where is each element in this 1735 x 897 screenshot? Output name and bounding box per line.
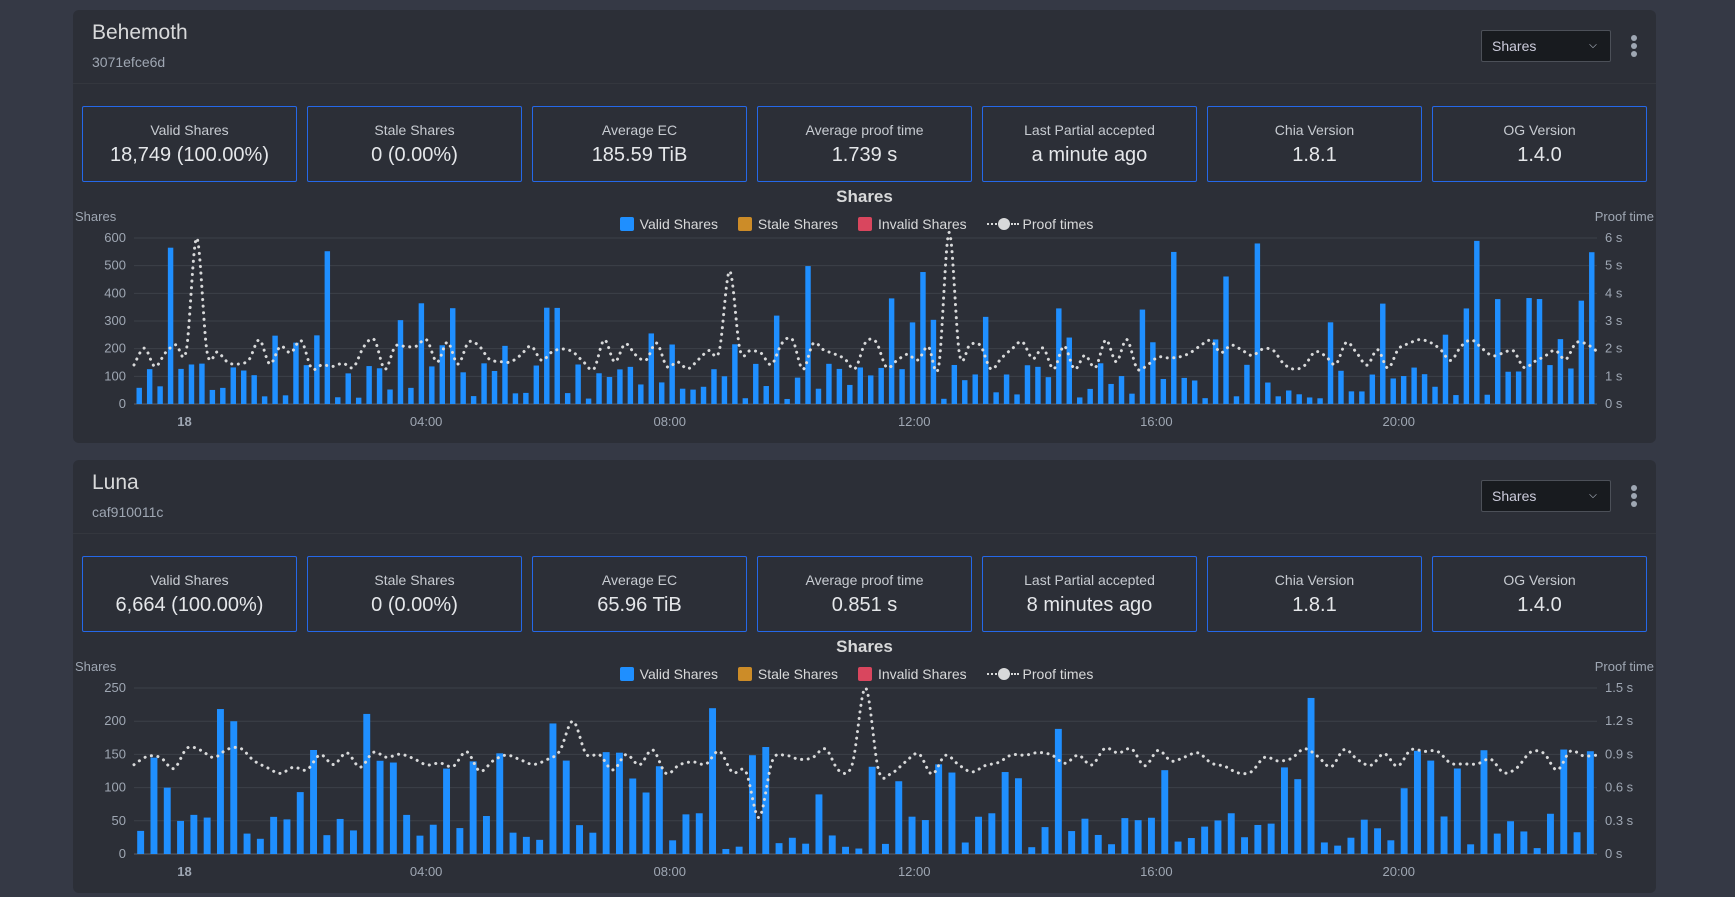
- svg-text:1.2 s: 1.2 s: [1605, 713, 1634, 728]
- svg-text:08:00: 08:00: [653, 864, 686, 879]
- svg-text:6 s: 6 s: [1605, 230, 1623, 245]
- svg-text:0.9 s: 0.9 s: [1605, 746, 1634, 761]
- svg-text:200: 200: [104, 713, 126, 728]
- svg-text:04:00: 04:00: [410, 414, 443, 429]
- svg-text:200: 200: [104, 341, 126, 356]
- svg-text:0: 0: [119, 846, 126, 861]
- svg-text:12:00: 12:00: [898, 864, 931, 879]
- svg-text:100: 100: [104, 780, 126, 795]
- svg-text:100: 100: [104, 368, 126, 383]
- svg-text:500: 500: [104, 258, 126, 273]
- svg-text:250: 250: [104, 680, 126, 695]
- svg-text:300: 300: [104, 313, 126, 328]
- svg-text:18: 18: [177, 864, 191, 879]
- svg-text:150: 150: [104, 746, 126, 761]
- svg-text:0: 0: [119, 396, 126, 411]
- svg-text:1.5 s: 1.5 s: [1605, 680, 1634, 695]
- svg-text:04:00: 04:00: [410, 864, 443, 879]
- svg-text:16:00: 16:00: [1140, 864, 1173, 879]
- svg-text:0 s: 0 s: [1605, 396, 1623, 411]
- svg-text:12:00: 12:00: [898, 414, 931, 429]
- svg-text:50: 50: [112, 813, 126, 828]
- svg-text:0 s: 0 s: [1605, 846, 1623, 861]
- svg-text:18: 18: [177, 414, 191, 429]
- svg-text:5 s: 5 s: [1605, 258, 1623, 273]
- svg-text:0.6 s: 0.6 s: [1605, 780, 1634, 795]
- svg-text:2 s: 2 s: [1605, 341, 1623, 356]
- svg-text:20:00: 20:00: [1382, 414, 1415, 429]
- svg-text:3 s: 3 s: [1605, 313, 1623, 328]
- svg-text:08:00: 08:00: [653, 414, 686, 429]
- svg-text:600: 600: [104, 230, 126, 245]
- svg-text:400: 400: [104, 285, 126, 300]
- svg-text:16:00: 16:00: [1140, 414, 1173, 429]
- svg-text:4 s: 4 s: [1605, 285, 1623, 300]
- svg-text:20:00: 20:00: [1382, 864, 1415, 879]
- svg-text:0.3 s: 0.3 s: [1605, 813, 1634, 828]
- svg-text:1 s: 1 s: [1605, 368, 1623, 383]
